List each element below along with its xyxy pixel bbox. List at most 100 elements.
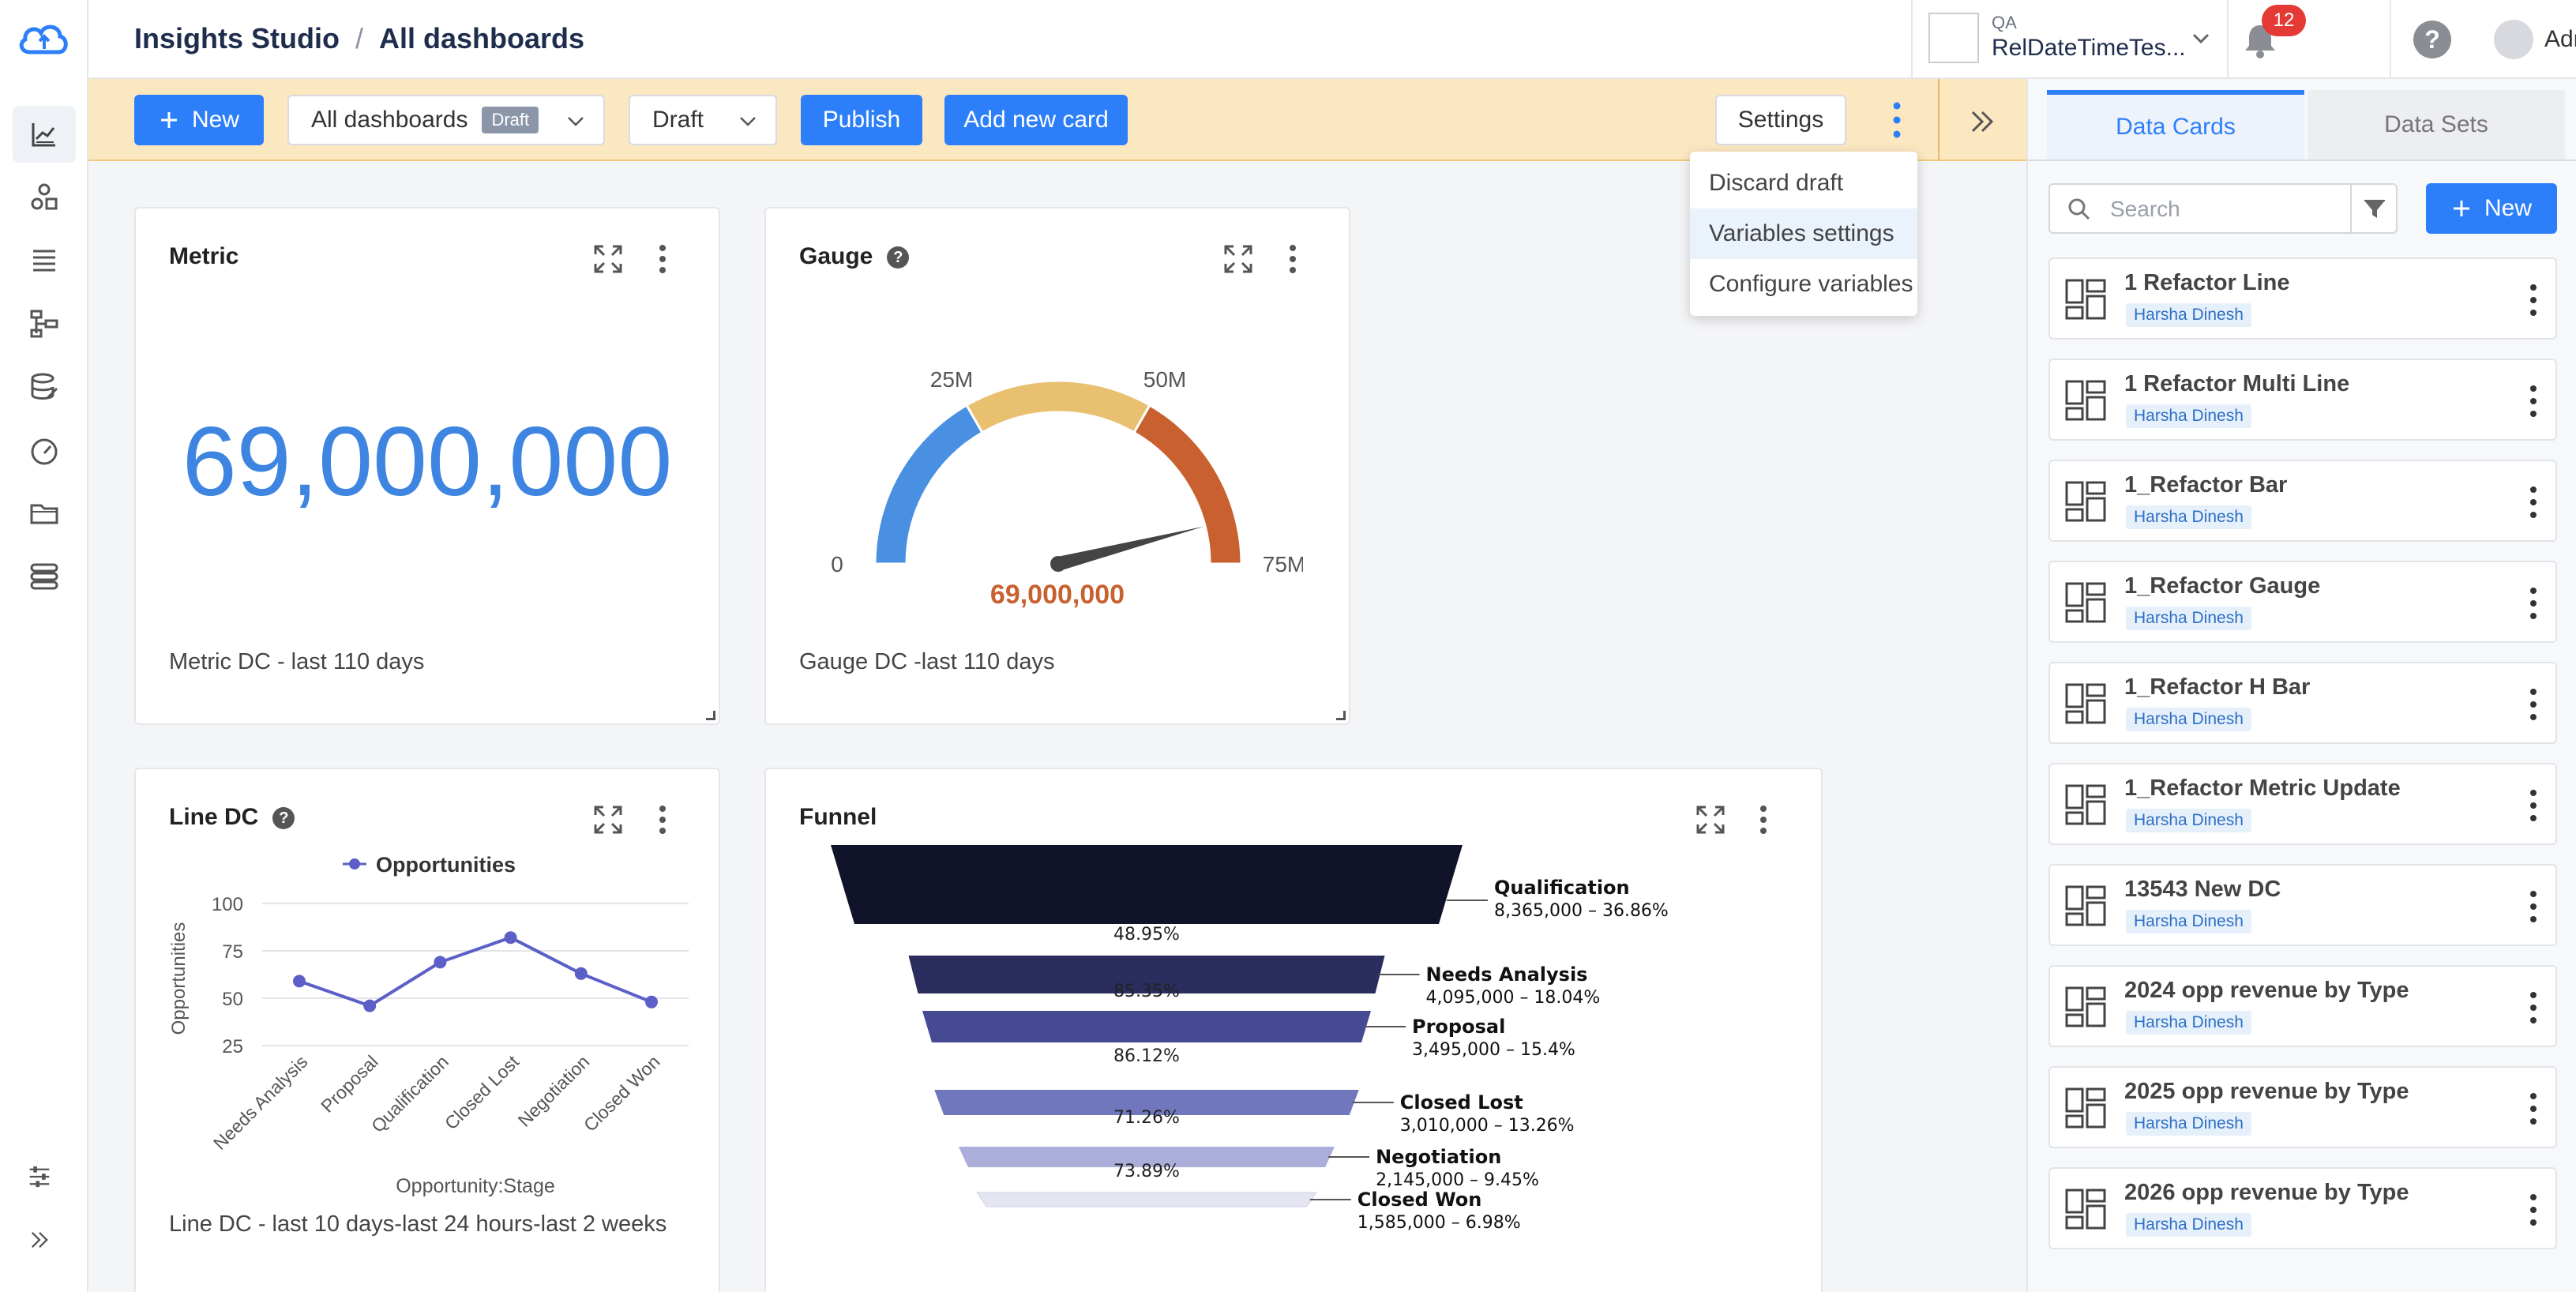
card-title: Metric <box>169 243 239 269</box>
owner-tag: Harsha Dinesh <box>2126 910 2251 933</box>
dashboard-card-icon <box>2065 683 2106 724</box>
funnel-conversion-label: 73.89% <box>1113 1162 1180 1181</box>
list-item[interactable]: 13543 New DC Harsha Dinesh <box>2048 864 2557 946</box>
more-options-icon[interactable] <box>2527 586 2540 621</box>
double-chevron-right-icon[interactable] <box>1966 106 1998 137</box>
dashboard-card-icon <box>2065 885 2106 926</box>
org-name: RelDateTimeTes... <box>1992 35 2186 61</box>
more-options-icon[interactable] <box>2527 384 2540 419</box>
expand-rail-icon[interactable] <box>24 1224 55 1256</box>
resize-handle[interactable] <box>706 711 715 720</box>
funnel-segment[interactable] <box>831 845 1463 924</box>
list-item[interactable]: 1_Refactor H Bar Harsha Dinesh <box>2048 662 2557 744</box>
list-item[interactable]: 2024 opp revenue by Type Harsha Dinesh <box>2048 965 2557 1047</box>
more-options-icon[interactable] <box>2527 1091 2540 1126</box>
funnel-segment[interactable] <box>976 1192 1317 1207</box>
list-item[interactable]: 1 Refactor Multi Line Harsha Dinesh <box>2048 359 2557 441</box>
funnel-segment[interactable] <box>908 956 1385 993</box>
rail-shapes[interactable] <box>13 169 76 226</box>
cloud-logo-icon[interactable] <box>16 16 71 60</box>
funnel-segment[interactable] <box>922 1011 1372 1042</box>
draft-badge: Draft <box>482 107 539 133</box>
card-more-icon[interactable] <box>1752 802 1775 837</box>
data-point[interactable] <box>504 931 517 945</box>
app-title[interactable]: Insights Studio <box>134 22 340 54</box>
list-item[interactable]: 1_Refactor Gauge Harsha Dinesh <box>2048 561 2557 643</box>
owner-tag: Harsha Dinesh <box>2126 1213 2251 1237</box>
help-icon[interactable]: ? <box>2413 21 2451 58</box>
publish-button[interactable]: Publish <box>801 95 922 145</box>
rail-folder[interactable] <box>13 485 76 542</box>
resize-handle[interactable] <box>1336 711 1346 720</box>
tab-data-cards[interactable]: Data Cards <box>2047 90 2304 160</box>
gauge-needle-hub <box>1050 556 1066 572</box>
more-options-icon[interactable] <box>2527 788 2540 823</box>
list-item[interactable]: 2026 opp revenue by Type Harsha Dinesh <box>2048 1167 2557 1249</box>
data-point[interactable] <box>574 967 588 980</box>
rail-stack[interactable] <box>13 548 76 605</box>
more-options-icon[interactable] <box>1881 96 1913 144</box>
data-point[interactable] <box>293 975 306 988</box>
funnel-segment[interactable] <box>958 1147 1335 1167</box>
list-item[interactable]: 1 Refactor Line Harsha Dinesh <box>2048 257 2557 340</box>
list-item[interactable]: 2025 opp revenue by Type Harsha Dinesh <box>2048 1066 2557 1148</box>
fullscreen-icon[interactable] <box>592 804 624 836</box>
funnel-stage-label: Closed Lost <box>1400 1091 1523 1114</box>
more-options-icon[interactable] <box>2527 485 2540 520</box>
info-icon[interactable]: ? <box>272 807 295 829</box>
new-data-card-button[interactable]: New <box>2426 183 2557 234</box>
fullscreen-icon[interactable] <box>1222 243 1254 275</box>
settings-button[interactable]: Settings <box>1715 95 1846 145</box>
funnel-stage-label: Needs Analysis <box>1425 963 1587 986</box>
search-input[interactable] <box>2110 194 2339 224</box>
fullscreen-icon[interactable] <box>592 243 624 275</box>
dashboard-card-icon <box>2065 784 2106 825</box>
sliders-icon[interactable] <box>24 1161 55 1192</box>
gauge-band <box>1132 404 1243 565</box>
list-item[interactable]: 1_Refactor Metric Update Harsha Dinesh <box>2048 763 2557 845</box>
user-menu[interactable]: Admin <box>2494 19 2576 60</box>
new-dashboard-button[interactable]: New <box>134 95 264 145</box>
menu-item-variables-settings[interactable]: Variables settings <box>1690 208 1917 259</box>
more-options-icon[interactable] <box>2527 990 2540 1025</box>
org-switcher[interactable]: QA RelDateTimeTes... <box>1911 0 2225 79</box>
menu-item-discard-draft[interactable]: Discard draft <box>1709 170 1844 196</box>
card-title: Funnel <box>799 804 877 830</box>
add-new-card-button[interactable]: Add new card <box>944 95 1128 145</box>
menu-item-configure-variables[interactable]: Configure variables <box>1709 271 1913 297</box>
tab-data-sets[interactable]: Data Sets <box>2308 90 2565 160</box>
funnel-stage-label: Qualification <box>1494 877 1630 899</box>
data-point[interactable] <box>363 999 377 1012</box>
workflow-icon <box>30 310 58 338</box>
list-item[interactable]: 1_Refactor Bar Harsha Dinesh <box>2048 460 2557 542</box>
rail-analytics[interactable] <box>13 106 76 163</box>
x-tick-label: Needs Analysis <box>209 1051 312 1154</box>
funnel-card: Funnel Qualification 8,365,000 – 36.86% Ne… <box>764 768 1823 1292</box>
funnel-stage-label: Proposal <box>1412 1016 1505 1038</box>
legend-label: Opportunities <box>376 853 516 877</box>
info-icon[interactable]: ? <box>887 246 910 269</box>
data-point[interactable] <box>434 956 447 969</box>
more-options-icon[interactable] <box>2527 889 2540 924</box>
rail-list[interactable] <box>13 232 76 289</box>
rail-speedometer[interactable] <box>13 422 76 479</box>
filter-button[interactable] <box>2350 183 2398 234</box>
rail-workflow[interactable] <box>13 295 76 352</box>
data-point[interactable] <box>645 995 658 1008</box>
fullscreen-icon[interactable] <box>1695 804 1726 836</box>
card-more-icon[interactable] <box>651 242 674 276</box>
rail-database[interactable] <box>13 359 76 415</box>
dashboard-select[interactable]: All dashboards Draft <box>287 95 605 145</box>
card-more-icon[interactable] <box>651 802 674 837</box>
panel-tabs: Data Cards Data Sets <box>2047 90 2565 160</box>
more-options-icon[interactable] <box>2527 283 2540 317</box>
avatar <box>2494 20 2533 59</box>
more-options-icon[interactable] <box>2527 1192 2540 1227</box>
funnel-segment[interactable] <box>934 1090 1359 1115</box>
more-options-icon[interactable] <box>2527 687 2540 722</box>
card-more-icon[interactable] <box>1281 242 1305 276</box>
filter-icon <box>2364 200 2385 218</box>
state-select[interactable]: Draft <box>629 95 777 145</box>
legend-marker <box>349 858 360 869</box>
